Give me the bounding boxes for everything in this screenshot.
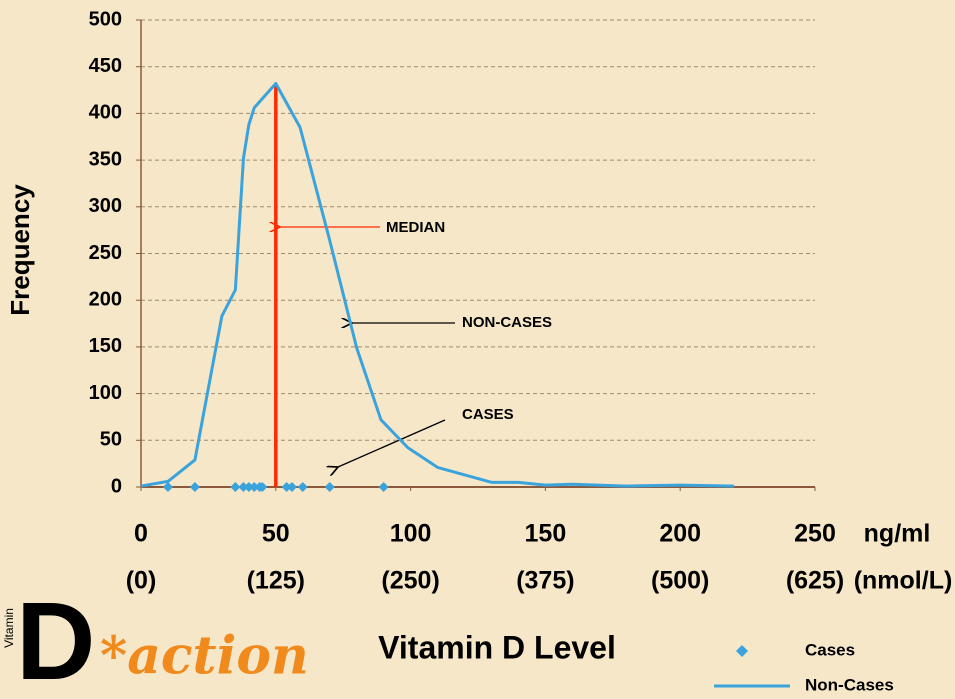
marker [189,482,200,492]
x-subunit: (nmol/L) [854,567,953,595]
line [140,82,735,488]
x-axis-label: Vitamin D Level [378,629,616,665]
legend-label: Cases [805,640,855,659]
logo-big: D [16,580,95,699]
marker [162,482,173,492]
x-tick-label: 200 [659,520,701,548]
marker [257,482,268,492]
y-tick-label: 50 [100,429,122,451]
x-tick-label: 150 [525,520,567,548]
marker [238,482,249,492]
annotation: NON-CASES [462,314,552,331]
x-tick-label: 100 [390,520,432,548]
legend-marker [736,645,748,657]
y-tick-label: 350 [89,148,122,170]
y-tick-label: 300 [89,195,122,217]
marker [378,482,389,492]
y-tick-label: 500 [89,8,122,30]
marker [281,482,292,492]
y-tick-label: 400 [89,102,122,124]
marker [286,482,297,492]
logo-small: Vitamin [2,608,16,648]
y-axis-label: Frequency [5,184,35,316]
y-tick-label: 150 [89,335,122,357]
annotation: CASES [462,406,514,423]
annotation: MEDIAN [386,219,445,236]
y-tick-label: 450 [89,55,122,77]
x-tick-sublabel: (250) [381,567,439,595]
y-tick-label: 0 [111,475,122,497]
x-tick-sublabel: (375) [516,567,574,595]
x-tick-label: 50 [262,520,290,548]
marker [297,482,308,492]
x-tick-label: 0 [134,520,148,548]
marker [230,482,241,492]
y-tick-label: 100 [89,382,122,404]
legend-label: Non-Cases [805,675,894,694]
x-tick-sublabel: (500) [651,567,709,595]
cases-arrow [338,419,446,467]
x-tick-sublabel: (625) [786,567,844,595]
marker [243,482,254,492]
x-unit: ng/ml [864,520,931,548]
logo-rest: *action [100,626,309,687]
x-tick-sublabel: (125) [247,567,305,595]
marker [249,482,260,492]
y-tick-label: 250 [89,242,122,264]
x-tick-label: 250 [794,520,836,548]
y-tick-label: 200 [89,288,122,310]
marker [324,482,335,492]
x-tick-sublabel: (0) [126,567,157,595]
